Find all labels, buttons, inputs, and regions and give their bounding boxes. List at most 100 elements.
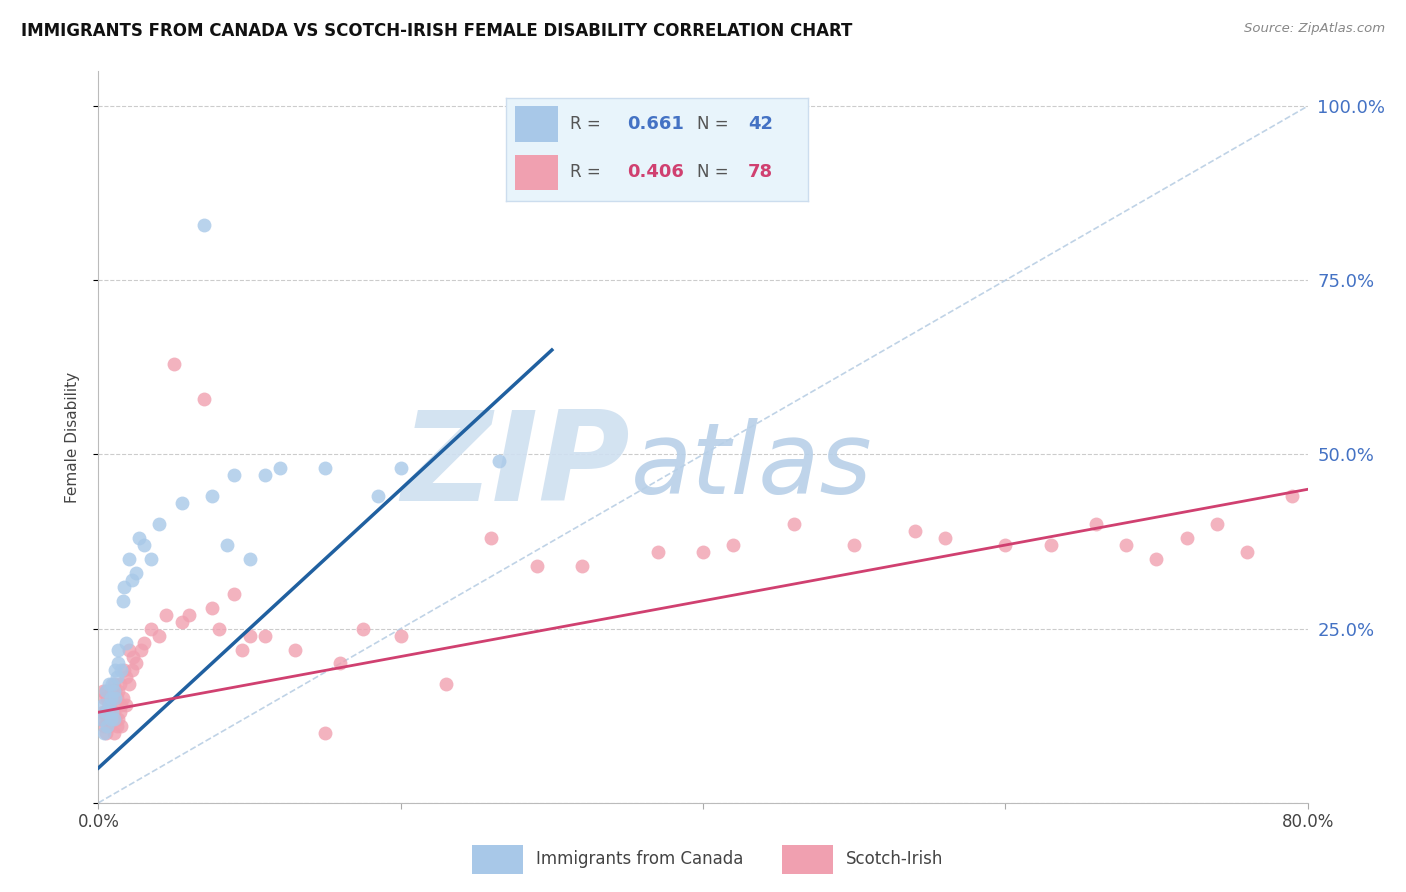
Point: [105, 670, 128, 684]
Point: [1236, 545, 1258, 559]
Text: 42: 42: [748, 115, 773, 133]
Point: [526, 558, 548, 573]
Point: [1039, 538, 1062, 552]
Point: [571, 558, 593, 573]
Point: [110, 664, 132, 678]
Point: [107, 712, 129, 726]
Point: [389, 629, 412, 643]
Point: [107, 657, 129, 671]
Point: [125, 566, 148, 580]
Point: [367, 489, 389, 503]
Point: [148, 517, 170, 532]
Point: [104, 712, 127, 726]
Point: [239, 552, 262, 566]
Text: R =: R =: [569, 163, 606, 181]
Point: [103, 705, 125, 719]
Text: N =: N =: [696, 163, 734, 181]
Point: [231, 642, 253, 657]
Point: [904, 524, 927, 538]
Point: [201, 600, 224, 615]
Point: [110, 719, 132, 733]
Point: [122, 649, 145, 664]
Point: [108, 705, 131, 719]
Point: [94, 705, 117, 719]
Point: [481, 531, 503, 545]
Point: [148, 629, 170, 643]
Text: Immigrants from Canada: Immigrants from Canada: [536, 849, 742, 868]
Point: [94, 726, 117, 740]
Point: [193, 218, 215, 232]
Text: IMMIGRANTS FROM CANADA VS SCOTCH-IRISH FEMALE DISABILITY CORRELATION CHART: IMMIGRANTS FROM CANADA VS SCOTCH-IRISH F…: [21, 22, 852, 40]
Text: 78: 78: [748, 163, 773, 181]
Point: [488, 454, 510, 468]
Bar: [515, 106, 558, 142]
Point: [1085, 517, 1108, 532]
Point: [692, 545, 714, 559]
Point: [100, 691, 122, 706]
Point: [193, 392, 215, 406]
Point: [107, 642, 129, 657]
Text: ZIP: ZIP: [402, 406, 630, 527]
Point: [98, 698, 121, 713]
Point: [284, 642, 307, 657]
Point: [111, 594, 134, 608]
Text: atlas: atlas: [630, 417, 872, 515]
Point: [96, 691, 118, 706]
Point: [723, 538, 745, 552]
Point: [118, 677, 141, 691]
Point: [783, 517, 806, 532]
Text: Source: ZipAtlas.com: Source: ZipAtlas.com: [1244, 22, 1385, 36]
Point: [1144, 552, 1167, 566]
Point: [104, 664, 127, 678]
Bar: [783, 845, 832, 874]
Point: [100, 684, 122, 698]
Point: [110, 698, 132, 713]
Point: [101, 691, 124, 706]
Point: [90, 712, 112, 726]
Point: [96, 719, 118, 733]
Point: [101, 705, 124, 719]
Point: [90, 712, 112, 726]
Point: [96, 712, 118, 726]
Point: [141, 622, 163, 636]
Point: [108, 677, 131, 691]
Point: [208, 622, 231, 636]
Point: [114, 635, 136, 649]
Point: [170, 496, 193, 510]
Point: [105, 691, 128, 706]
Point: [104, 684, 127, 698]
Point: [94, 684, 117, 698]
Point: [269, 461, 291, 475]
Text: Scotch-Irish: Scotch-Irish: [846, 849, 943, 868]
Point: [389, 461, 412, 475]
Point: [105, 719, 128, 733]
Point: [1281, 489, 1303, 503]
Point: [121, 664, 143, 678]
Text: 0.661: 0.661: [627, 115, 683, 133]
Point: [94, 705, 117, 719]
Point: [91, 705, 114, 719]
Point: [224, 468, 246, 483]
Bar: [472, 845, 523, 874]
Point: [98, 677, 121, 691]
Point: [114, 698, 136, 713]
Point: [128, 531, 150, 545]
Point: [1115, 538, 1137, 552]
Point: [844, 538, 866, 552]
Point: [647, 545, 669, 559]
Bar: [515, 154, 558, 190]
Point: [98, 698, 121, 713]
Point: [1206, 517, 1229, 532]
Point: [91, 698, 114, 713]
Text: N =: N =: [696, 115, 734, 133]
Point: [132, 538, 155, 552]
Point: [103, 677, 125, 691]
Point: [239, 629, 262, 643]
Point: [93, 726, 115, 740]
Point: [352, 622, 374, 636]
Point: [100, 712, 122, 726]
Point: [253, 468, 276, 483]
Point: [93, 691, 115, 706]
Point: [434, 677, 457, 691]
Point: [141, 552, 163, 566]
